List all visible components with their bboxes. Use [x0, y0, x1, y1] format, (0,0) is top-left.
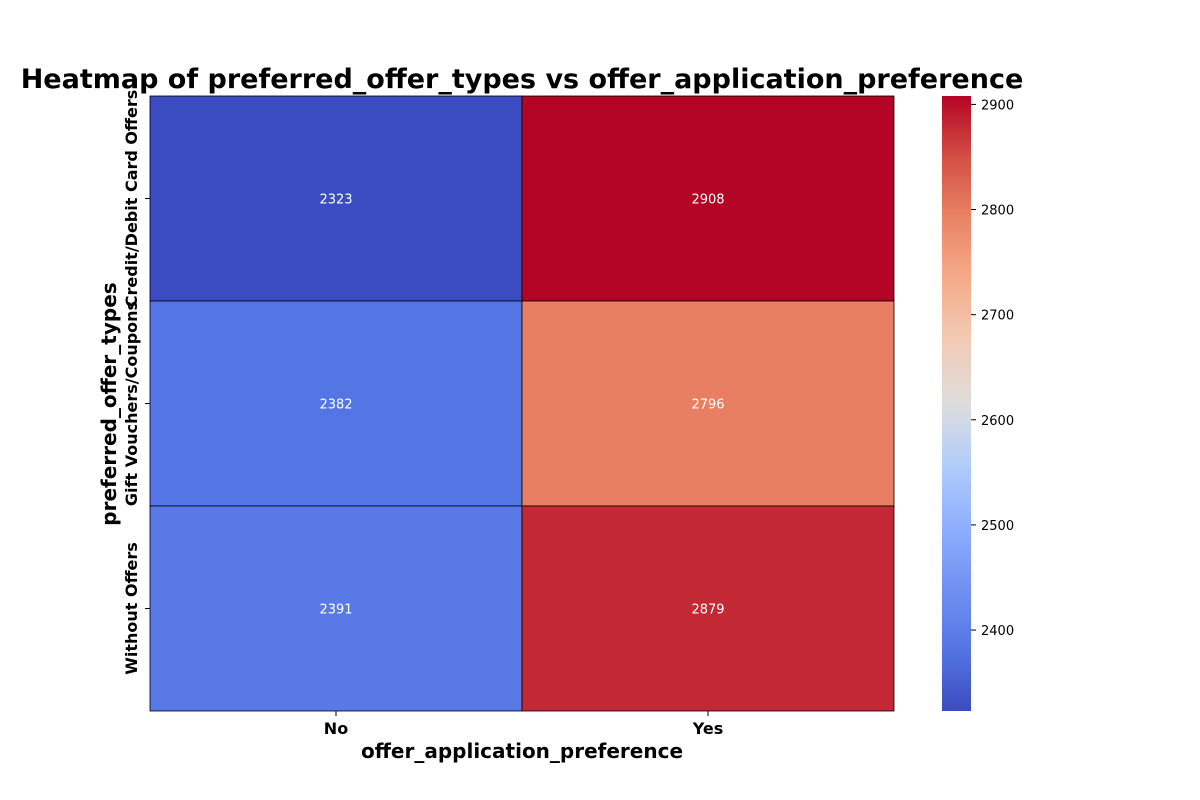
colorbar-tick-label: 2700	[981, 309, 1014, 324]
y-tick-label: Gift Vouchers/Coupons	[122, 301, 141, 506]
colorbar-tick-label: 2500	[981, 519, 1014, 534]
colorbar: 2400 2500 2600 2700 2800 2900	[942, 96, 1014, 711]
x-axis-ticks: No Yes	[324, 711, 723, 738]
x-tick-label: No	[324, 719, 348, 738]
cell-value-label: 2908	[691, 193, 724, 208]
cell-value-label: 2382	[319, 398, 352, 413]
heatmap-cell	[149, 95, 523, 302]
x-tick-label: Yes	[692, 719, 724, 738]
y-tick-label: Without Offers	[122, 542, 141, 675]
x-axis-label: offer_application_preference	[361, 739, 683, 763]
chart-title: Heatmap of preferred_offer_types vs offe…	[21, 64, 1024, 95]
cell-value-label: 2796	[691, 398, 724, 413]
y-axis-label: preferred_offer_types	[97, 282, 121, 525]
colorbar-tick-label: 2600	[981, 414, 1014, 429]
heatmap-cells: 2323 2908 2382 2796 2391 2879	[149, 95, 895, 712]
colorbar-tick-label: 2800	[981, 204, 1014, 219]
cell-value-label: 2323	[319, 193, 352, 208]
colorbar-tick-label: 2900	[981, 98, 1014, 113]
heatmap-cell	[521, 505, 895, 712]
y-tick-label: Credit/Debit Card Offers	[122, 90, 141, 307]
colorbar-gradient	[942, 96, 971, 711]
heatmap-cell	[521, 95, 895, 302]
cell-value-label: 2391	[319, 603, 352, 618]
heatmap-cell	[521, 300, 895, 507]
heatmap-cell	[149, 300, 523, 507]
cell-value-label: 2879	[691, 603, 724, 618]
colorbar-tick-label: 2400	[981, 624, 1014, 639]
heatmap-cell	[149, 505, 523, 712]
